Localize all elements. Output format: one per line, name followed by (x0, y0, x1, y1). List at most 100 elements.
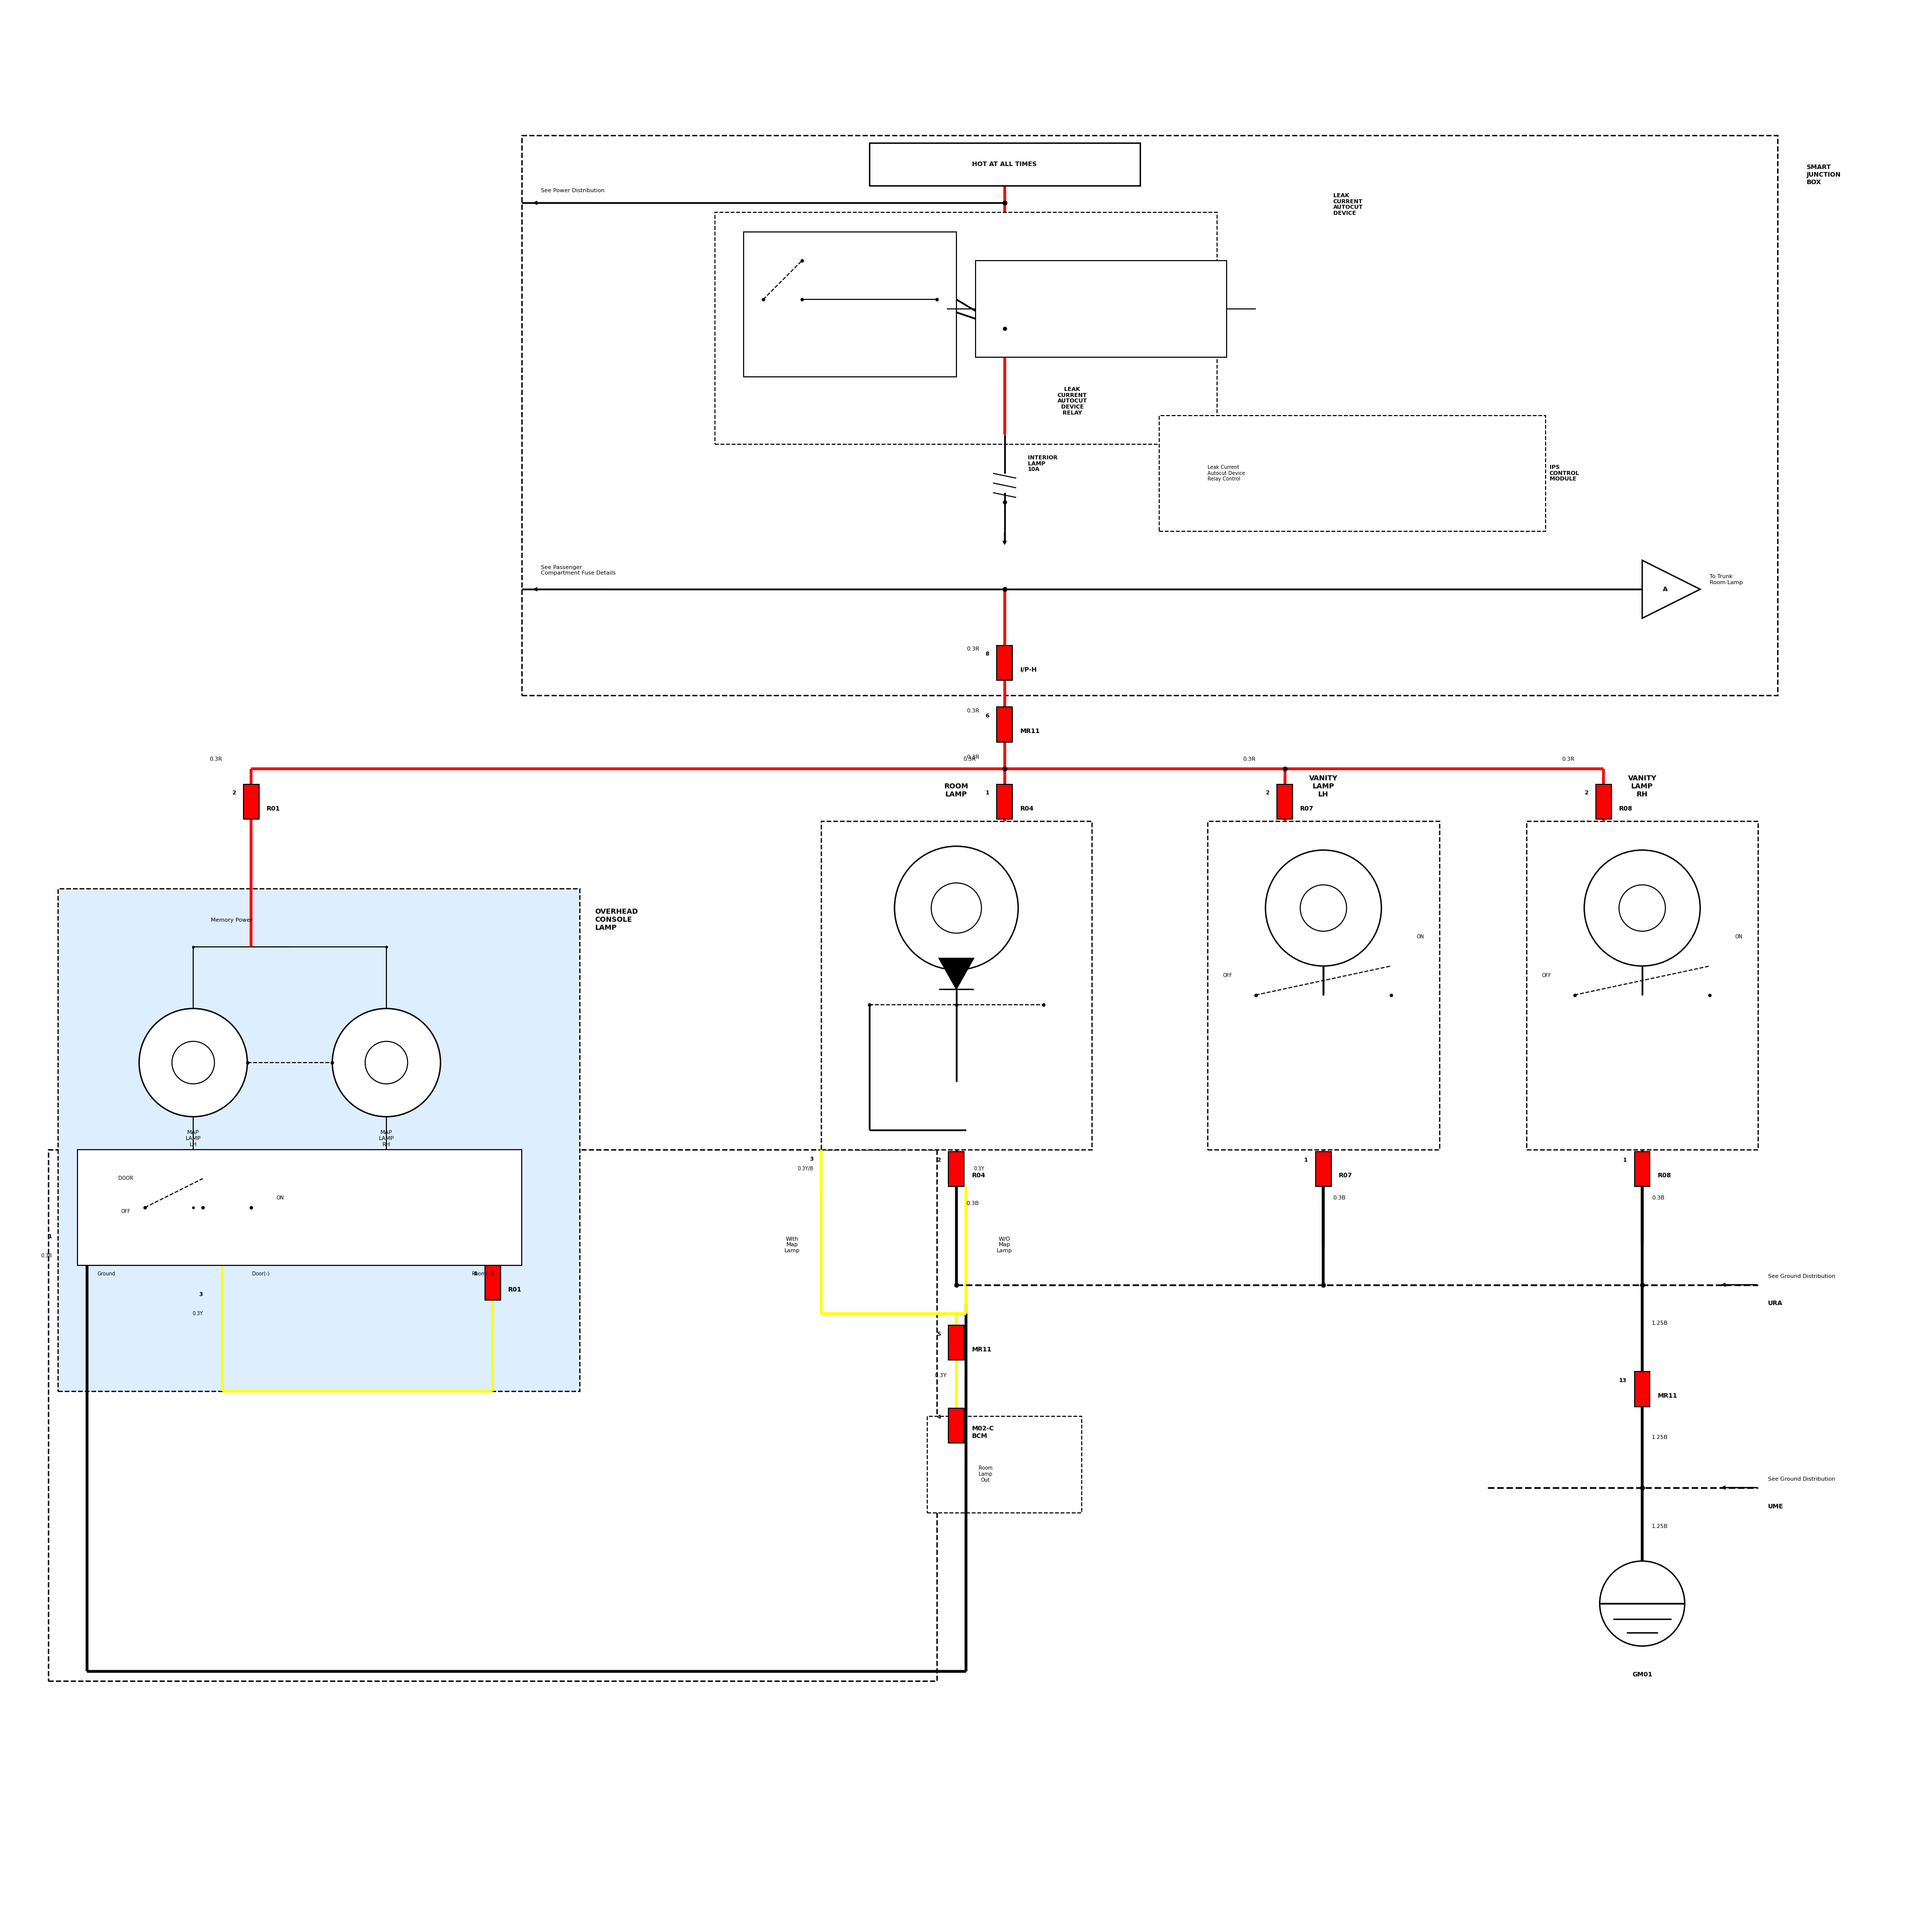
Text: 0.3R: 0.3R (966, 709, 980, 713)
Text: OVERHEAD
CONSOLE
LAMP: OVERHEAD CONSOLE LAMP (595, 908, 638, 931)
Bar (821, 821, 1092, 1150)
Bar (869, 143, 1140, 185)
Text: VANITY
LAMP
RH: VANITY LAMP RH (1629, 775, 1656, 798)
Bar (949, 1325, 964, 1360)
Text: 4: 4 (937, 1414, 941, 1420)
Bar (522, 135, 1777, 696)
Text: VANITY
LAMP
LH: VANITY LAMP LH (1310, 775, 1337, 798)
Bar (1596, 784, 1611, 819)
Circle shape (1265, 850, 1381, 966)
Text: 4: 4 (473, 1271, 477, 1277)
Circle shape (1600, 1561, 1685, 1646)
Text: Room
Lamp
Out: Room Lamp Out (978, 1466, 993, 1482)
Text: HOT AT ALL TIMES: HOT AT ALL TIMES (972, 160, 1037, 168)
Text: 0.3Y: 0.3Y (935, 1374, 947, 1378)
Bar (1526, 821, 1758, 1150)
Bar (997, 645, 1012, 680)
Text: 0.3B: 0.3B (1333, 1196, 1347, 1200)
Text: 0.3R: 0.3R (962, 757, 976, 761)
Text: 1.25B: 1.25B (1652, 1435, 1667, 1439)
Text: W/O
Map
Lamp: W/O Map Lamp (997, 1236, 1012, 1254)
Bar (1634, 1151, 1650, 1186)
Circle shape (332, 1009, 440, 1117)
Text: MR11: MR11 (972, 1347, 991, 1352)
Text: 0.3Y/B: 0.3Y/B (798, 1167, 813, 1171)
Circle shape (1584, 850, 1700, 966)
Text: See Passenger
Compartment Fuse Details: See Passenger Compartment Fuse Details (541, 564, 616, 576)
Text: 0.3Y: 0.3Y (974, 1167, 985, 1171)
Text: LEAK
CURRENT
AUTOCUT
DEVICE: LEAK CURRENT AUTOCUT DEVICE (1333, 193, 1362, 216)
Bar (1159, 415, 1546, 531)
Text: 1: 1 (985, 790, 989, 796)
Text: SMART
JUNCTION
BOX: SMART JUNCTION BOX (1806, 164, 1841, 185)
Text: With
Map
Lamp: With Map Lamp (784, 1236, 800, 1254)
Text: R08: R08 (1658, 1173, 1671, 1179)
Text: MR11: MR11 (1020, 728, 1039, 734)
Text: OFF: OFF (1542, 974, 1551, 978)
Text: 1: 1 (1623, 1157, 1627, 1163)
Text: R08: R08 (1619, 806, 1633, 811)
Text: DOOR: DOOR (118, 1177, 133, 1180)
Text: 2: 2 (232, 790, 236, 796)
Text: R01: R01 (508, 1287, 522, 1293)
Text: See Power Distribution: See Power Distribution (541, 187, 605, 193)
Circle shape (931, 883, 981, 933)
Bar (58, 889, 580, 1391)
Text: 0.3R: 0.3R (966, 647, 980, 651)
Bar (485, 1265, 500, 1300)
Text: ON: ON (1735, 935, 1743, 939)
Text: 1: 1 (48, 1235, 52, 1238)
Text: 0.3R: 0.3R (966, 755, 980, 759)
Text: 0.3B: 0.3B (1652, 1196, 1665, 1200)
Text: 6: 6 (985, 713, 989, 719)
Text: OFF: OFF (122, 1209, 129, 1213)
Text: I/P-H: I/P-H (1020, 667, 1037, 672)
Text: Room(+): Room(+) (471, 1271, 495, 1277)
Text: MR11: MR11 (1658, 1393, 1677, 1399)
Bar (77, 1150, 522, 1265)
Polygon shape (1642, 560, 1700, 618)
Text: URA: URA (1768, 1300, 1783, 1306)
Text: OFF: OFF (1223, 974, 1233, 978)
Text: See Ground Distribution: See Ground Distribution (1768, 1273, 1835, 1279)
Circle shape (1300, 885, 1347, 931)
Bar (949, 1151, 964, 1186)
Text: 0.3Y: 0.3Y (191, 1312, 203, 1316)
Text: Door(-): Door(-) (253, 1271, 269, 1277)
Text: R01: R01 (267, 806, 280, 811)
Text: IPS
CONTROL
MODULE: IPS CONTROL MODULE (1549, 466, 1578, 481)
Bar (949, 1408, 964, 1443)
Text: See Ground Distribution: See Ground Distribution (1768, 1476, 1835, 1482)
Circle shape (365, 1041, 408, 1084)
Text: R04: R04 (972, 1173, 985, 1179)
Text: 3: 3 (810, 1157, 813, 1161)
Text: 0.3R: 0.3R (209, 757, 222, 761)
Text: R07: R07 (1339, 1173, 1352, 1179)
Text: ON: ON (1416, 935, 1424, 939)
Text: To Trunk
Room Lamp: To Trunk Room Lamp (1710, 574, 1743, 585)
Text: 0.3B: 0.3B (41, 1254, 52, 1258)
Circle shape (139, 1009, 247, 1117)
Text: GM01: GM01 (1633, 1671, 1652, 1677)
Bar (715, 213, 1217, 444)
Text: UME: UME (1768, 1503, 1783, 1509)
Bar (997, 784, 1012, 819)
Text: 0.3R: 0.3R (1561, 757, 1575, 761)
Circle shape (1619, 885, 1665, 931)
Text: 1.25B: 1.25B (1652, 1321, 1667, 1325)
Text: 0.3R: 0.3R (1242, 757, 1256, 761)
Text: ON: ON (276, 1196, 284, 1200)
Bar (243, 784, 259, 819)
Text: R07: R07 (1300, 806, 1314, 811)
Bar (1208, 821, 1439, 1150)
Text: Memory Power: Memory Power (211, 918, 253, 923)
Text: Leak Current
Autocut Device
Relay Control: Leak Current Autocut Device Relay Contro… (1208, 466, 1244, 481)
Text: 1: 1 (1304, 1157, 1308, 1163)
Bar (927, 1416, 1082, 1513)
Bar (744, 232, 956, 377)
Text: Ground: Ground (97, 1271, 116, 1277)
Text: 13: 13 (1619, 1378, 1627, 1383)
Text: 2: 2 (937, 1157, 941, 1163)
Bar (1634, 1372, 1650, 1406)
Bar (1316, 1151, 1331, 1186)
